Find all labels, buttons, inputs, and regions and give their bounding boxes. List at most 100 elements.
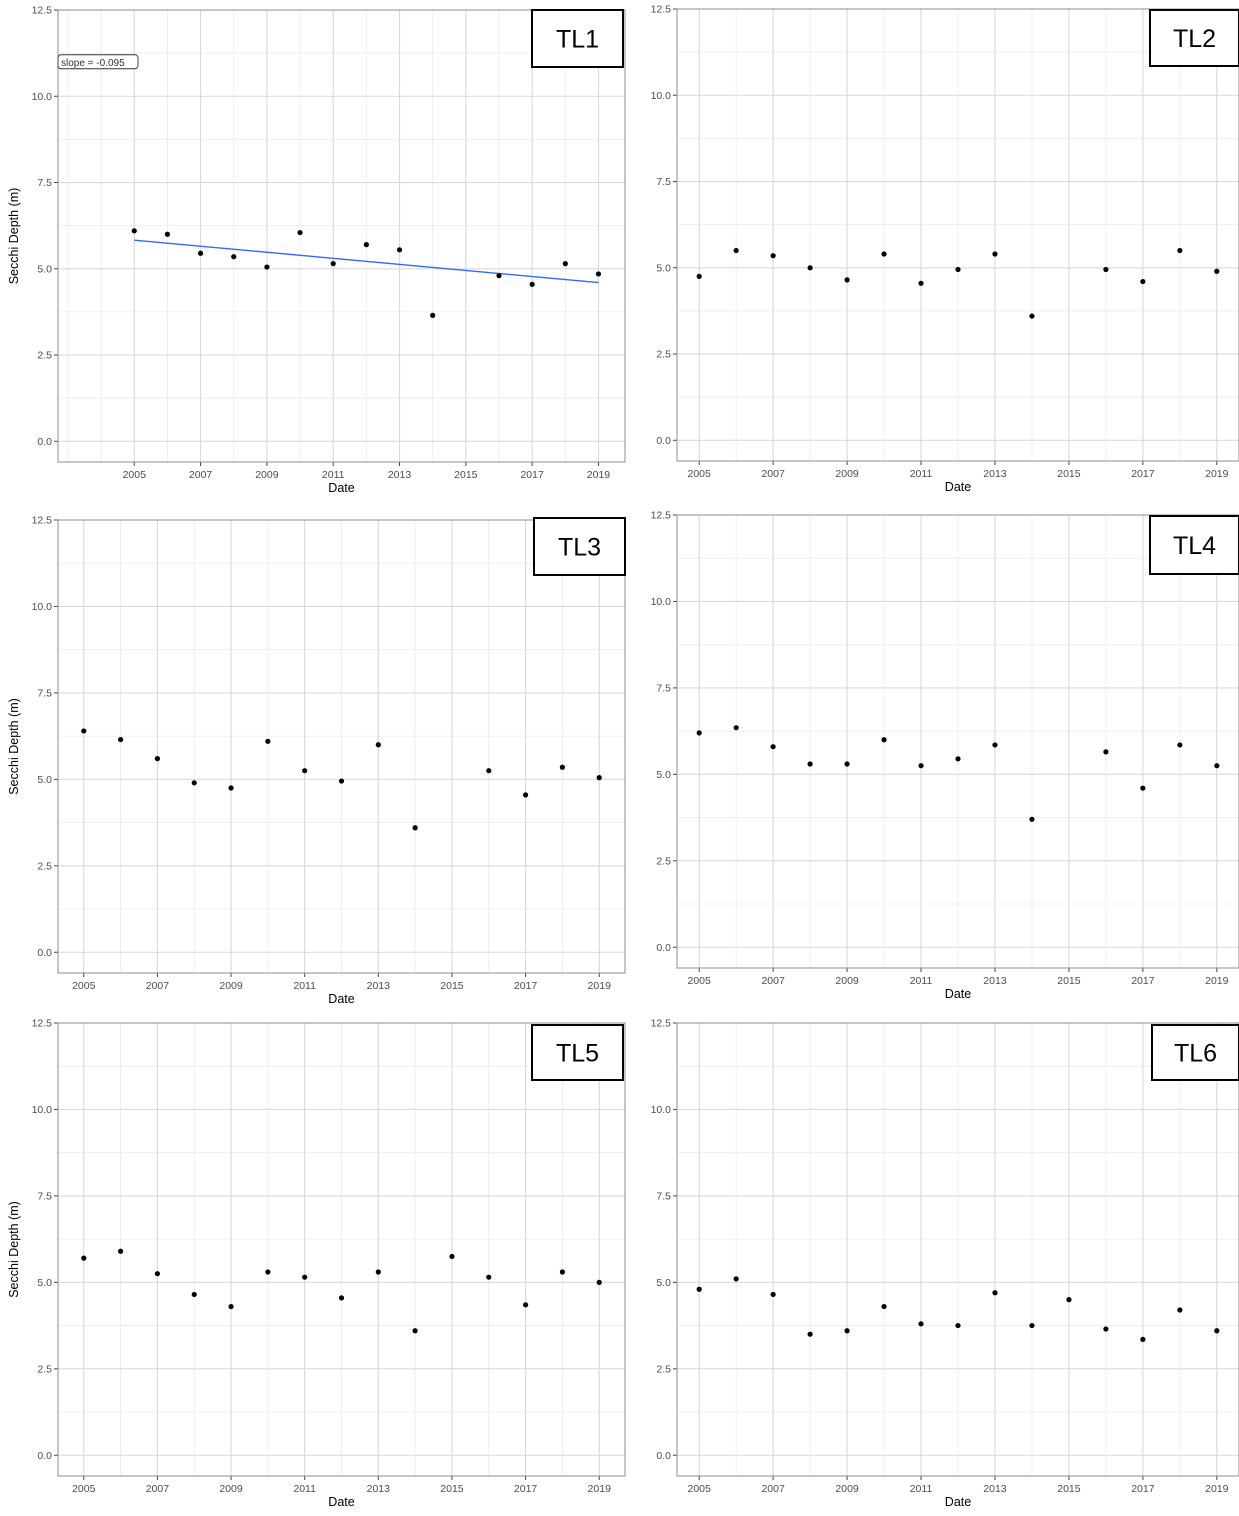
x-tick-label: 2009 [219, 980, 243, 992]
y-axis-title: Secchi Depth (m) [7, 188, 21, 285]
data-point [412, 1328, 418, 1334]
data-point [595, 271, 602, 277]
panel-label: TL5 [556, 1040, 599, 1068]
data-point [197, 250, 204, 256]
data-point [265, 1269, 271, 1275]
data-point [807, 761, 813, 767]
data-point [992, 742, 998, 748]
x-tick-label: 2019 [587, 469, 611, 481]
data-point [265, 738, 271, 744]
panel-tl6: 2005 2007 2009 2011 2013 2015 2017 2019 0.0 2.5 5.… [651, 1018, 1239, 1509]
data-point [529, 281, 535, 287]
x-tick-label: 2015 [440, 1483, 464, 1495]
x-tick-label: 2013 [367, 1483, 391, 1495]
data-point [191, 780, 197, 786]
y-tick-label: 12.5 [32, 515, 53, 527]
y-tick-label: 10.0 [32, 601, 53, 613]
data-point [117, 1248, 124, 1254]
data-point [1214, 1328, 1220, 1334]
data-point [807, 265, 813, 271]
panel-tl4: 2005 2007 2009 2011 2013 2015 2017 2019 0.0 2.5 5.… [651, 510, 1239, 1001]
x-tick-label: 2011 [293, 1483, 316, 1495]
x-tick-label: 2007 [761, 975, 785, 987]
x-tick-label: 2009 [255, 469, 279, 481]
x-tick-label: 2013 [983, 1483, 1007, 1495]
data-point [338, 778, 345, 784]
y-tick-label: 5.0 [37, 263, 52, 275]
data-point [330, 261, 336, 267]
data-point [231, 254, 237, 260]
trend-line [134, 239, 599, 284]
x-tick-label: 2015 [1057, 1483, 1081, 1495]
data-point [955, 1322, 961, 1329]
data-point [117, 736, 124, 743]
data-point [363, 242, 369, 248]
data-point [154, 756, 161, 762]
data-point [1214, 268, 1220, 274]
panel-tl5: 2005 2007 2009 2011 2013 2015 2017 2019 0.0 2.5 5.… [7, 1018, 626, 1509]
plot-border [676, 1022, 1239, 1477]
data-point [81, 1255, 87, 1261]
data-point [696, 273, 702, 280]
data-point [154, 1271, 161, 1277]
x-tick-label: 2009 [219, 1483, 243, 1495]
y-axis-title: Secchi Depth (m) [7, 1201, 21, 1298]
data-point [807, 1331, 813, 1337]
data-point [1029, 816, 1035, 822]
y-tick-label: 12.5 [651, 510, 672, 522]
x-tick-label: 2013 [983, 468, 1007, 480]
plot-background [58, 10, 625, 462]
y-tick-label: 7.5 [656, 176, 671, 188]
panel-tl1: 2005 2007 2009 2011 2013 2015 2017 2019 0.0 2.5 5.… [7, 5, 626, 495]
y-tick-label: 7.5 [656, 1190, 671, 1202]
data-point [955, 756, 961, 762]
data-point [1029, 1322, 1035, 1329]
data-point [1177, 247, 1183, 254]
data-point [1066, 1297, 1072, 1303]
y-tick-label: 2.5 [656, 349, 671, 361]
y-tick-label: 7.5 [656, 682, 671, 694]
data-point [1103, 266, 1109, 273]
data-point [1103, 1326, 1109, 1332]
x-tick-label: 2017 [514, 980, 538, 992]
data-point [297, 229, 303, 236]
data-point [881, 737, 887, 743]
data-point [486, 1274, 492, 1280]
data-point [992, 1290, 998, 1296]
x-tick-label: 2015 [1057, 468, 1081, 480]
y-axis-title: Secchi Depth (m) [7, 698, 21, 795]
y-tick-label: 12.5 [651, 4, 672, 16]
data-point [396, 247, 403, 253]
data-point [844, 277, 850, 283]
panel-label: TL2 [1173, 25, 1216, 53]
x-tick-label: 2011 [910, 975, 933, 987]
x-tick-label: 2011 [293, 980, 316, 992]
data-point [918, 280, 924, 286]
y-tick-label: 12.5 [32, 1018, 53, 1030]
data-point [1140, 1336, 1146, 1343]
data-point [1214, 763, 1220, 769]
panel-label-box [1151, 1024, 1239, 1081]
y-tick-label: 5.0 [37, 1277, 52, 1289]
data-point [596, 775, 602, 781]
x-axis-title: Date [945, 1495, 971, 1509]
x-tick-label: 2007 [761, 468, 785, 480]
data-point [696, 1286, 702, 1292]
panel-label: TL1 [556, 26, 599, 54]
data-point [375, 742, 381, 748]
x-tick-label: 2005 [72, 1483, 96, 1495]
data-point [918, 763, 924, 769]
y-tick-label: 2.5 [656, 855, 671, 867]
data-point [770, 1291, 776, 1298]
x-tick-label: 2019 [588, 980, 612, 992]
data-point [449, 1253, 455, 1260]
x-tick-label: 2009 [835, 975, 859, 987]
panel-label-box [531, 1024, 624, 1081]
y-tick-label: 10.0 [651, 596, 672, 608]
x-axis-title: Date [328, 1495, 354, 1509]
annotation-box [57, 54, 139, 70]
data-point [559, 1269, 566, 1275]
x-tick-label: 2017 [1131, 468, 1155, 480]
y-tick-label: 0.0 [37, 947, 52, 959]
